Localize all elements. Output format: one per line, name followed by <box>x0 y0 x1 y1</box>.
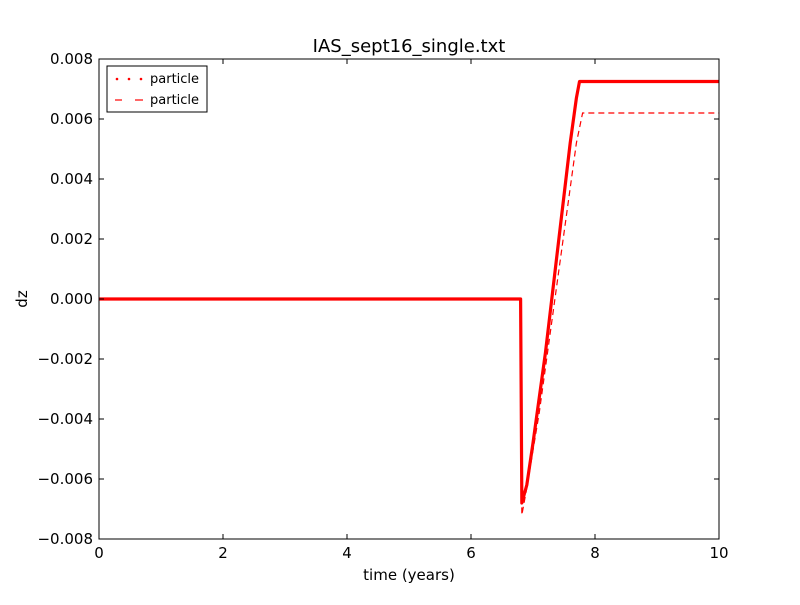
series-dashed-line <box>99 112 719 516</box>
y-tick-label: 0.008 <box>50 50 93 68</box>
series-dotted-line <box>99 79 719 505</box>
y-tick-label: −0.004 <box>37 410 93 428</box>
y-tick-label: 0.006 <box>50 110 93 128</box>
chart-title: IAS_sept16_single.txt <box>313 36 506 57</box>
axis-ticks: 0 2 4 6 8 10 −0.008 −0.006 −0.004 −0.002 0.000 0.00… <box>37 50 728 562</box>
y-axis-label: dz <box>13 290 31 308</box>
legend-entry-label: particle <box>150 72 199 87</box>
x-tick-label: 10 <box>709 544 728 562</box>
plot-area <box>99 79 719 516</box>
y-tick-label: −0.002 <box>37 350 93 368</box>
x-axis-label: time (years) <box>363 566 455 584</box>
y-tick-label: −0.008 <box>37 530 93 548</box>
y-tick-label: 0.000 <box>50 290 93 308</box>
x-tick-label: 6 <box>466 544 476 562</box>
axes-frame <box>98 58 720 540</box>
legend: particle particle <box>106 65 208 113</box>
legend-dot-marker <box>139 77 143 81</box>
legend-entry-label: particle <box>150 93 199 108</box>
x-tick-label: 2 <box>218 544 228 562</box>
y-tick-label: 0.002 <box>50 230 93 248</box>
x-tick-label: 8 <box>590 544 600 562</box>
y-tick-label: −0.006 <box>37 470 93 488</box>
y-tick-label: 0.004 <box>50 170 93 188</box>
legend-box <box>106 65 208 113</box>
x-tick-label: 4 <box>342 544 352 562</box>
legend-dot-marker <box>127 77 131 81</box>
legend-dot-marker <box>115 77 119 81</box>
x-tick-label: 0 <box>94 544 104 562</box>
